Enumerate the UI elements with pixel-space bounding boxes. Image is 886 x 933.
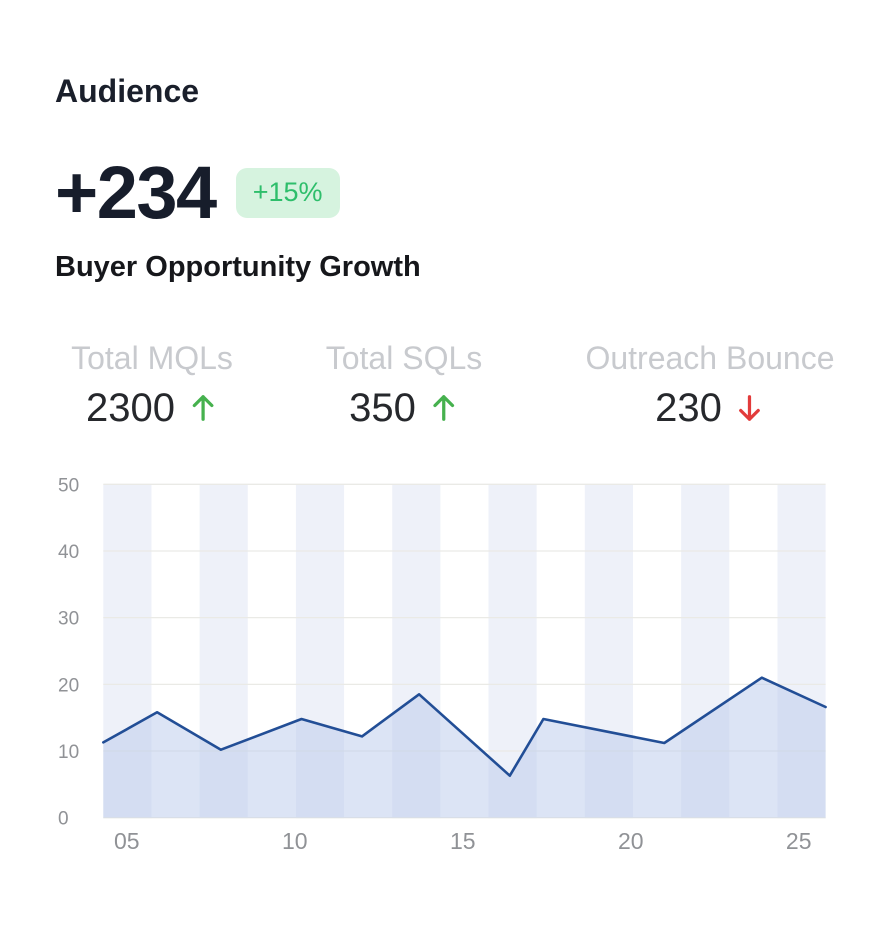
y-tick-label: 40 <box>58 542 79 563</box>
y-tick-label: 20 <box>58 675 79 696</box>
trend-up-icon <box>433 395 455 422</box>
trend-down-icon <box>739 395 761 422</box>
stat-value: 2300 <box>86 386 175 431</box>
trend-arrow-path <box>192 395 214 422</box>
x-tick-label: 10 <box>282 828 308 854</box>
x-tick-label: 20 <box>618 828 644 854</box>
stat-value-row: 230 <box>585 388 834 428</box>
stat-item: Outreach Bounce 230 <box>585 340 835 428</box>
audience-trend-chart: 0 10 20 30 40 50 05 10 15 20 25 <box>58 475 827 854</box>
stat-label: Outreach Bounce <box>585 340 835 376</box>
stat-item: Total MQLs 2300 <box>71 340 233 428</box>
stat-label: Total MQLs <box>71 340 233 376</box>
chart-area <box>103 677 826 818</box>
stat-value: 230 <box>655 386 722 431</box>
metric-value: +234 <box>55 151 217 234</box>
y-tick-label: 30 <box>58 609 79 630</box>
trend-arrow-path <box>739 395 761 422</box>
trend-up-icon <box>192 395 214 422</box>
metric-change-badge: +15% <box>235 168 340 218</box>
metric-subtitle: Buyer Opportunity Growth <box>55 251 421 283</box>
stat-item: Total SQLs 350 <box>325 340 483 428</box>
x-tick-label: 05 <box>114 828 140 854</box>
stat-value-row: 2300 <box>71 388 233 428</box>
chart-line <box>102 676 827 777</box>
x-tick-label: 15 <box>450 828 476 854</box>
stat-value: 350 <box>349 386 416 431</box>
metric-row: +234 +15% <box>55 156 340 230</box>
stat-value-row: 350 <box>326 388 483 428</box>
page-title: Audience <box>55 73 200 109</box>
x-tick-label: 25 <box>786 828 812 854</box>
y-tick-label: 0 <box>58 809 69 830</box>
trend-arrow-path <box>433 395 455 422</box>
y-tick-label: 10 <box>58 742 79 763</box>
stat-label: Total SQLs <box>325 340 483 376</box>
y-tick-label: 50 <box>58 475 79 496</box>
